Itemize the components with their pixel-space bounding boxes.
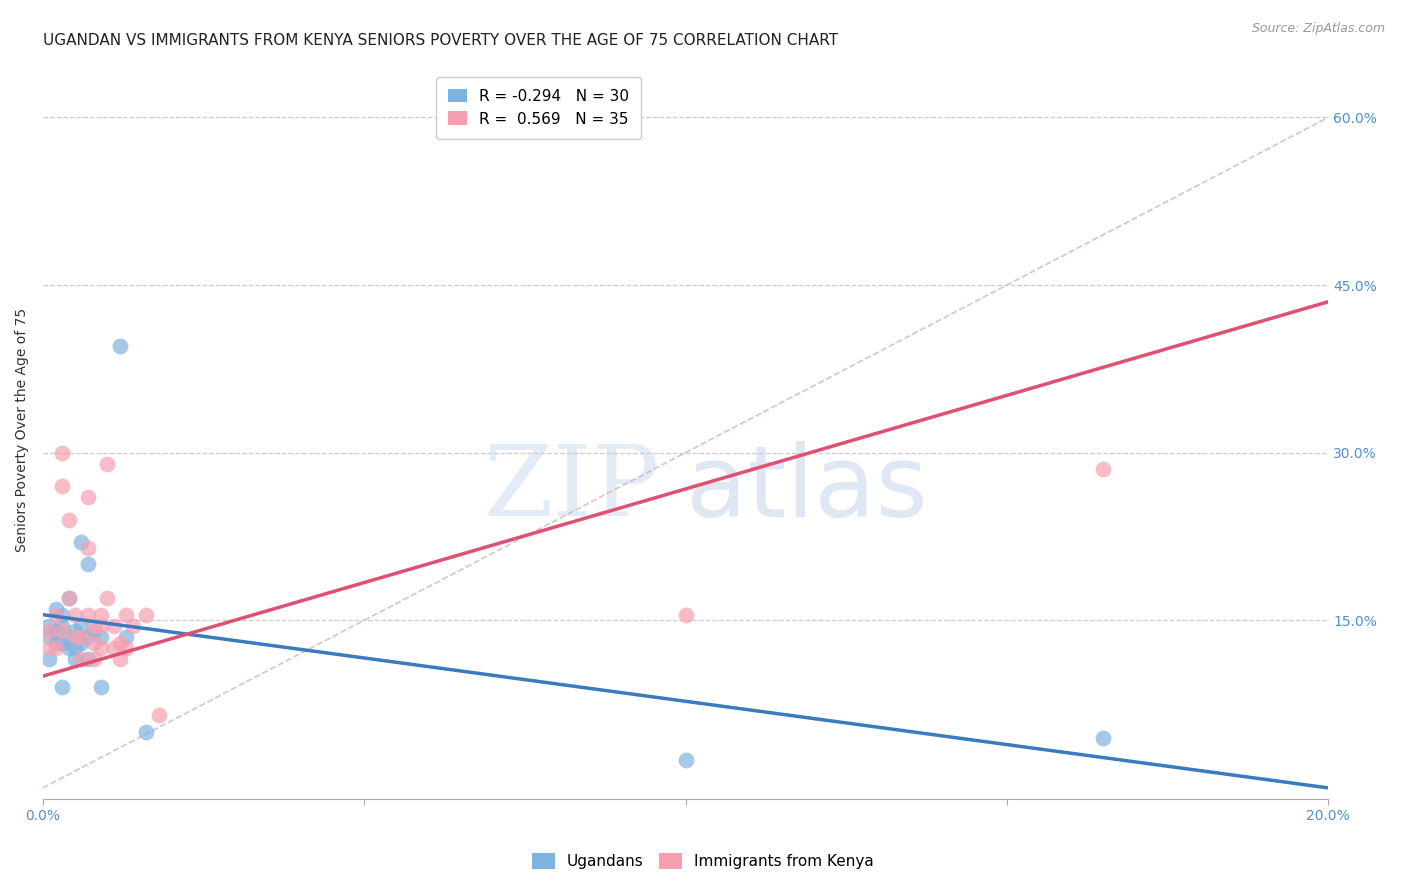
Point	[675, 753, 697, 767]
Text: Source: ZipAtlas.com: Source: ZipAtlas.com	[1251, 22, 1385, 36]
Point	[58, 513, 80, 527]
Point	[76, 541, 98, 555]
Point	[148, 708, 170, 723]
Point	[51, 681, 73, 695]
Point	[76, 491, 98, 505]
Point	[76, 607, 98, 622]
Point	[135, 725, 157, 739]
Point	[83, 635, 105, 649]
Point	[70, 630, 93, 644]
Point	[63, 630, 86, 644]
Legend: Ugandans, Immigrants from Kenya: Ugandans, Immigrants from Kenya	[526, 847, 880, 875]
Point	[51, 635, 73, 649]
Point	[76, 558, 98, 572]
Point	[83, 652, 105, 666]
Point	[63, 641, 86, 656]
Point	[90, 681, 112, 695]
Point	[70, 652, 93, 666]
Point	[103, 619, 125, 633]
Point	[108, 635, 131, 649]
Point	[83, 619, 105, 633]
Legend: R = -0.294   N = 30, R =  0.569   N = 35: R = -0.294 N = 30, R = 0.569 N = 35	[436, 77, 641, 139]
Point	[675, 607, 697, 622]
Point	[115, 641, 138, 656]
Point	[63, 652, 86, 666]
Point	[90, 630, 112, 644]
Point	[45, 602, 67, 616]
Point	[58, 641, 80, 656]
Point	[51, 607, 73, 622]
Point	[51, 445, 73, 459]
Point	[63, 607, 86, 622]
Point	[76, 630, 98, 644]
Point	[90, 641, 112, 656]
Point	[115, 607, 138, 622]
Point	[135, 607, 157, 622]
Point	[108, 652, 131, 666]
Point	[51, 619, 73, 633]
Point	[45, 607, 67, 622]
Point	[63, 624, 86, 639]
Point	[51, 479, 73, 493]
Point	[1092, 462, 1115, 476]
Point	[45, 641, 67, 656]
Point	[38, 641, 60, 656]
Text: ZIP: ZIP	[484, 442, 659, 537]
Point	[103, 641, 125, 656]
Text: UGANDAN VS IMMIGRANTS FROM KENYA SENIORS POVERTY OVER THE AGE OF 75 CORRELATION : UGANDAN VS IMMIGRANTS FROM KENYA SENIORS…	[44, 33, 838, 48]
Point	[76, 652, 98, 666]
Point	[115, 630, 138, 644]
Point	[45, 624, 67, 639]
Point	[70, 535, 93, 549]
Y-axis label: Seniors Poverty Over the Age of 75: Seniors Poverty Over the Age of 75	[15, 309, 30, 552]
Point	[38, 630, 60, 644]
Point	[1092, 731, 1115, 745]
Point	[45, 635, 67, 649]
Point	[70, 635, 93, 649]
Point	[58, 591, 80, 605]
Point	[58, 630, 80, 644]
Text: atlas: atlas	[686, 441, 927, 538]
Point	[83, 624, 105, 639]
Point	[51, 624, 73, 639]
Point	[96, 591, 118, 605]
Point	[38, 619, 60, 633]
Point	[108, 339, 131, 353]
Point	[90, 607, 112, 622]
Point	[58, 591, 80, 605]
Point	[121, 619, 143, 633]
Point	[38, 624, 60, 639]
Point	[70, 619, 93, 633]
Point	[38, 652, 60, 666]
Point	[96, 457, 118, 471]
Point	[90, 619, 112, 633]
